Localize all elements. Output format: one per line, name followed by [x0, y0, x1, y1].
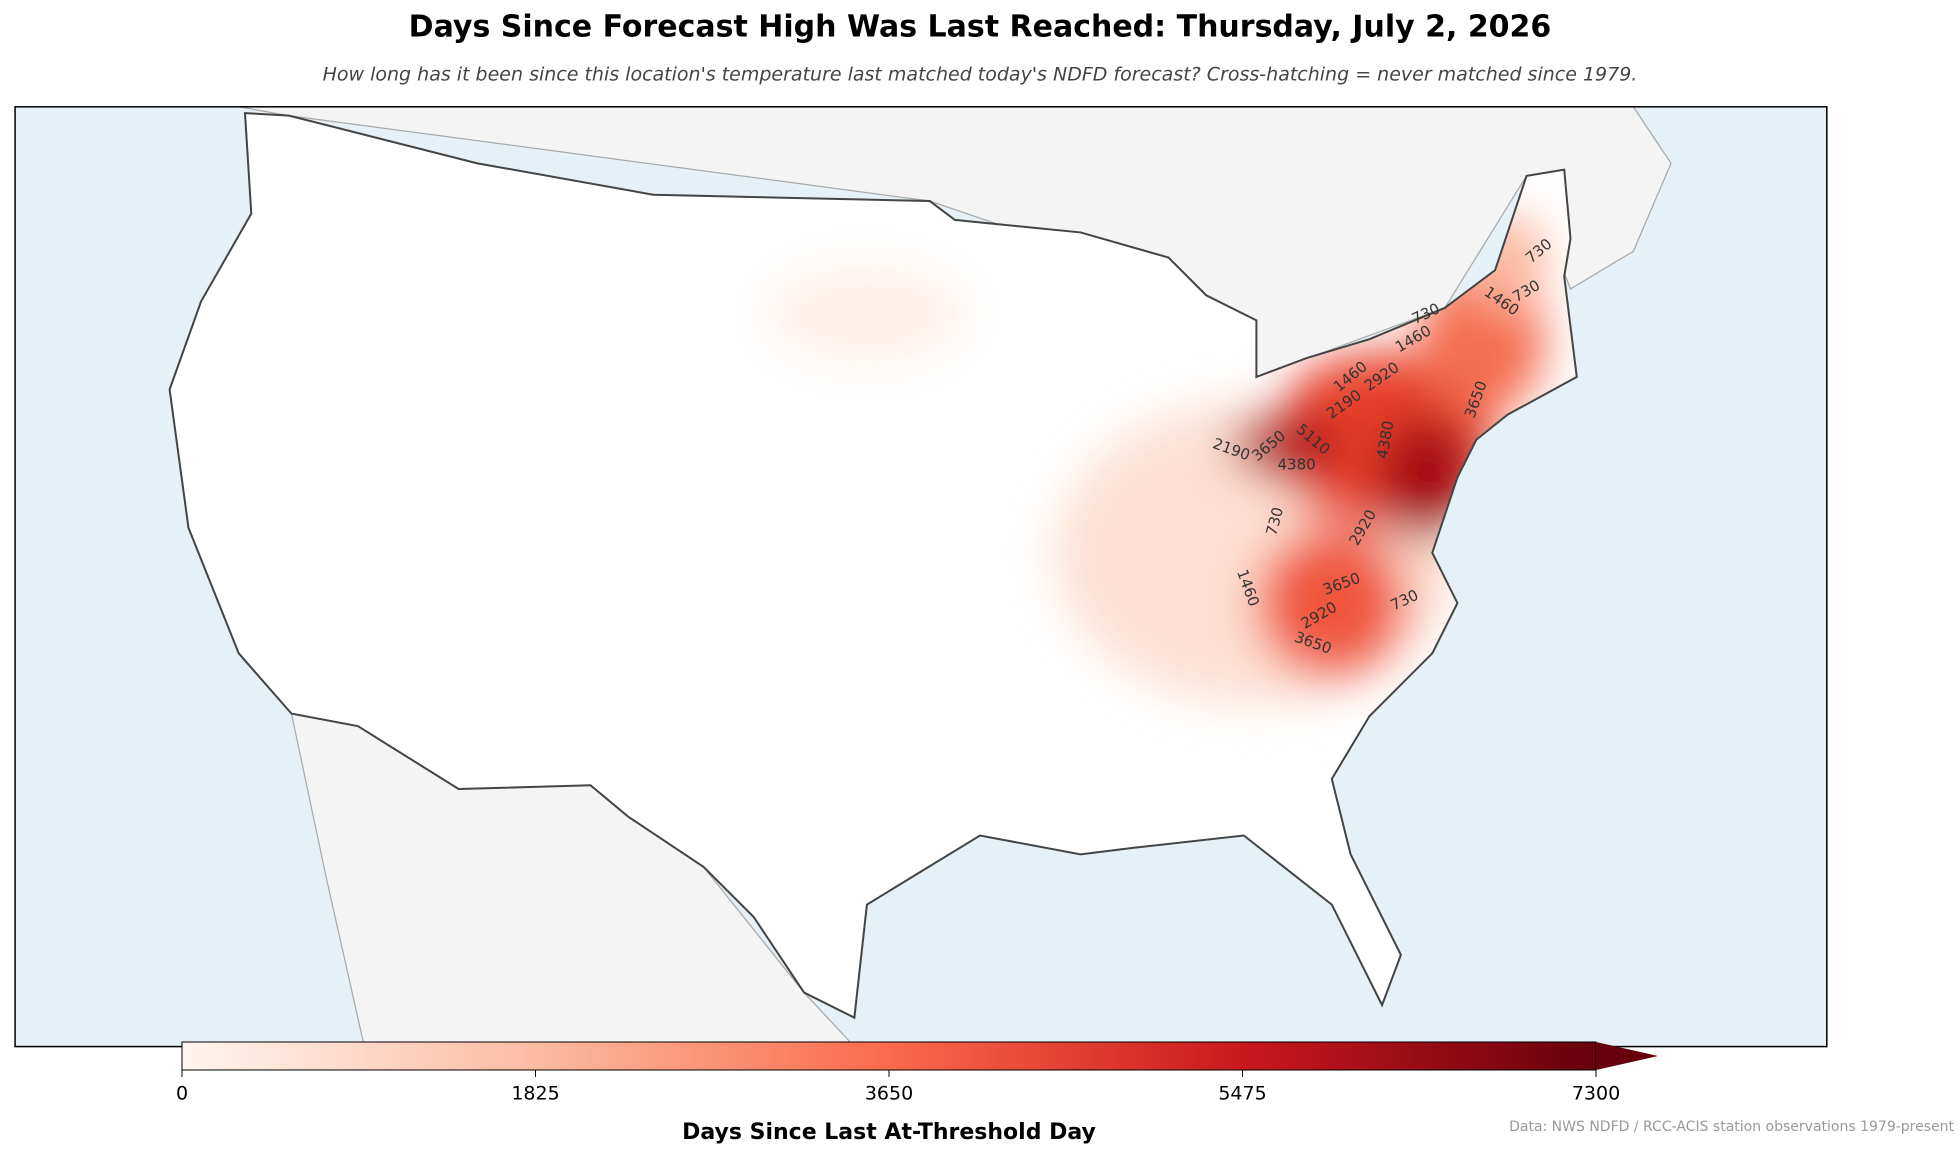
- colorbar-tick-label: 5475: [1218, 1083, 1266, 1105]
- colorbar-tick-label: 3650: [865, 1083, 913, 1105]
- colorbar-extend: [1596, 1042, 1658, 1070]
- contour-label: 4380: [1278, 455, 1316, 473]
- colorbar-label: Days Since Last At-Threshold Day: [682, 1120, 1096, 1145]
- credit: Data: NWS NDFD / RCC-ACIS station observ…: [1509, 1119, 1954, 1135]
- canada: [238, 106, 1672, 378]
- colorbar-tick-label: 1825: [511, 1083, 559, 1105]
- subtitle: How long has it been since this location…: [323, 64, 1638, 86]
- title: Days Since Forecast High Was Last Reache…: [409, 10, 1552, 45]
- map: [14, 106, 1828, 1048]
- colorbar: [181, 1041, 1658, 1077]
- colorbar-body: [181, 1041, 1597, 1071]
- colorbar-tick-label: 0: [176, 1083, 188, 1105]
- colorbar-tick-label: 7300: [1572, 1083, 1620, 1105]
